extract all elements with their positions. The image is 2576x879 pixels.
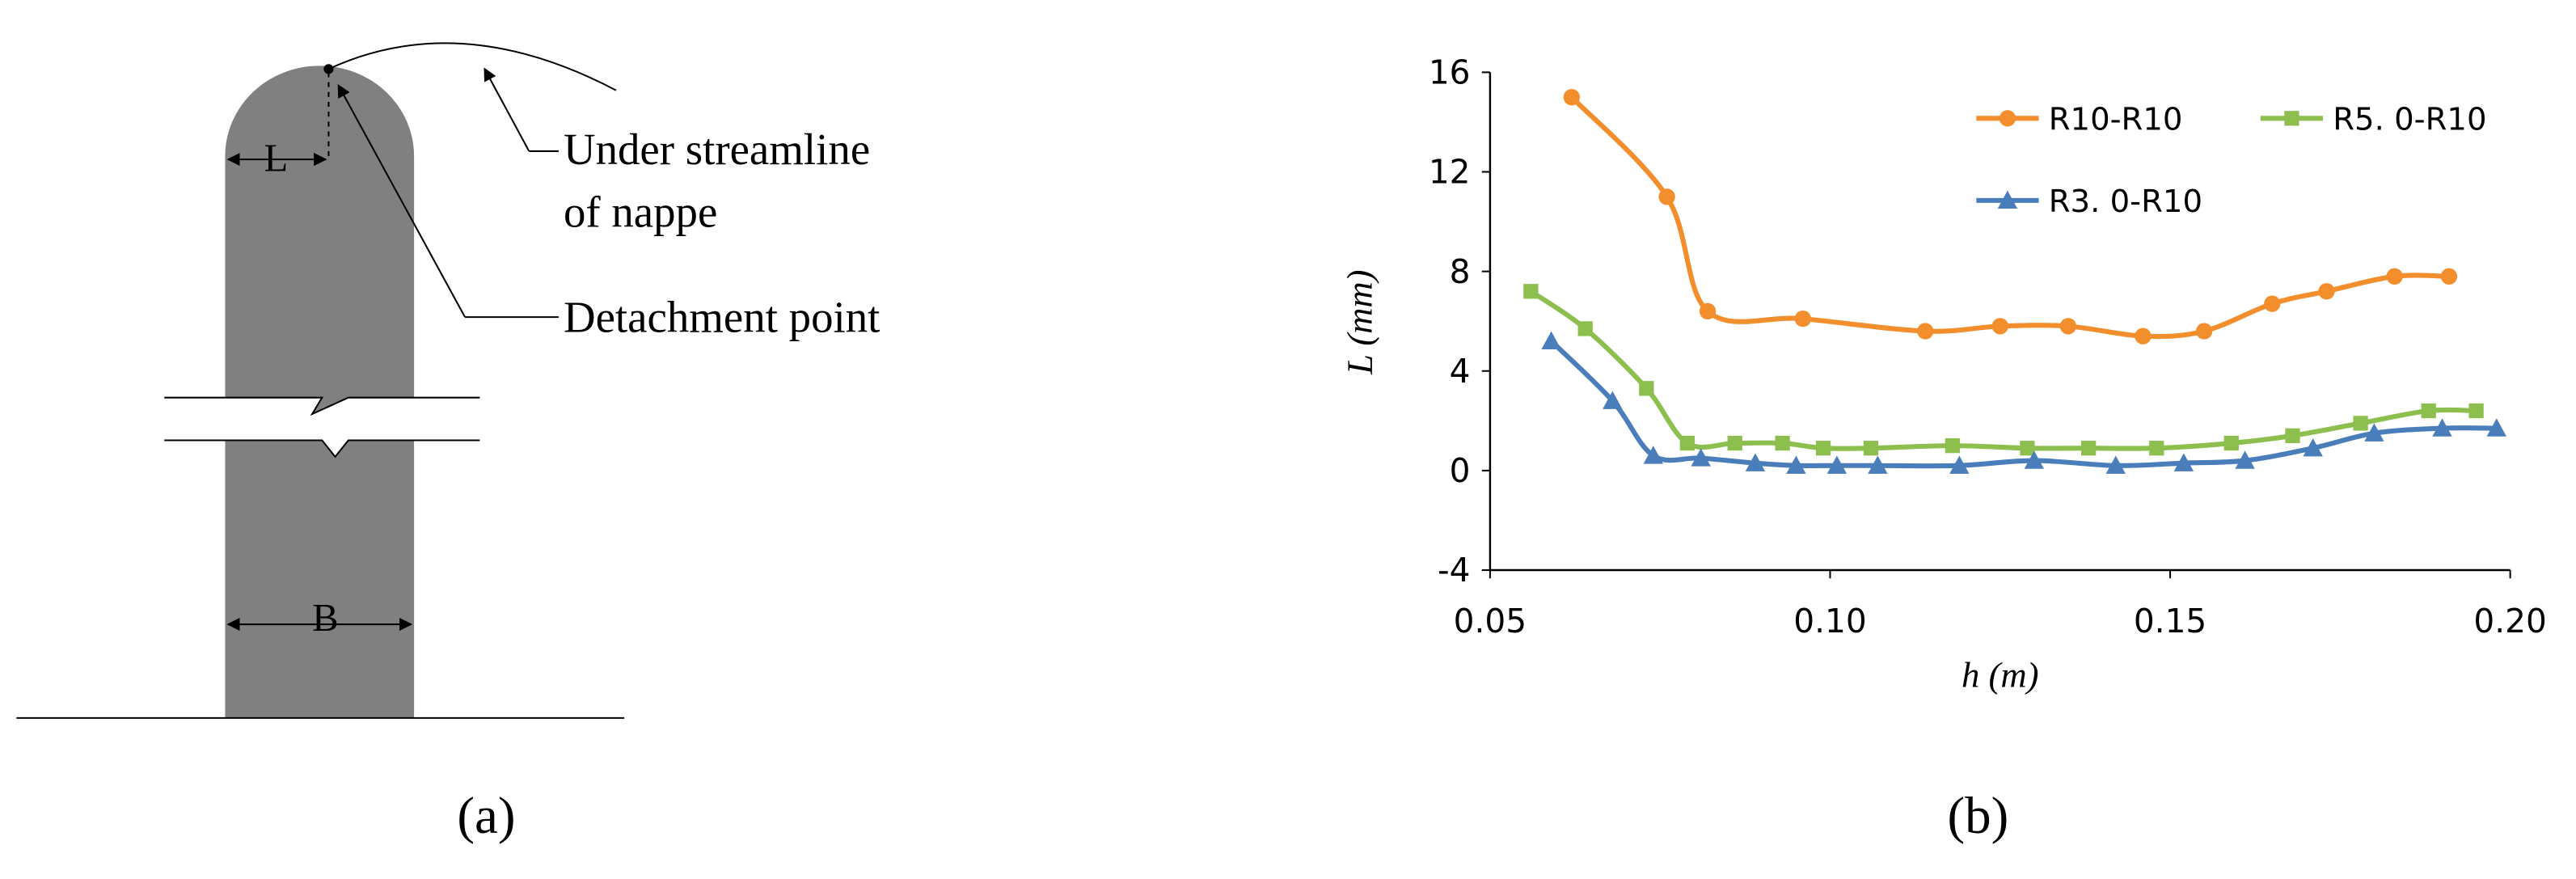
marker [1997, 190, 2018, 209]
y-axis-label: L (mm) [1340, 269, 1380, 375]
marker [1863, 441, 1879, 456]
marker [1999, 110, 2016, 127]
y-tick-label: 16 [1429, 53, 1471, 92]
marker [2024, 450, 2045, 469]
marker [1727, 435, 1742, 451]
marker [2440, 268, 2458, 285]
marker [1523, 284, 1539, 299]
marker [1917, 323, 1934, 340]
y-tick-label: 12 [1429, 153, 1471, 192]
marker [2235, 450, 2255, 469]
marker [1815, 441, 1831, 456]
marker [1691, 448, 1711, 467]
marker [2386, 268, 2403, 285]
marker [1868, 455, 1888, 474]
marker [2020, 441, 2035, 456]
x-tick-label: 0.10 [1793, 602, 1866, 640]
marker [2421, 403, 2436, 419]
marker [2432, 418, 2452, 437]
annotation: of nappe [564, 187, 717, 236]
marker [1826, 455, 1848, 474]
marker [1658, 188, 1675, 205]
annotation: Under streamline [564, 125, 870, 174]
marker [2303, 438, 2323, 457]
marker [1949, 455, 1970, 474]
marker [2223, 435, 2239, 451]
x-axis-label: h (m) [1962, 654, 2039, 695]
label-b: B [312, 596, 339, 640]
marker [2364, 423, 2384, 442]
x-tick-label: 0.15 [2134, 602, 2206, 640]
marker [2284, 111, 2299, 126]
marker [1991, 318, 2008, 335]
series-line [1529, 289, 2477, 451]
marker [1541, 331, 1561, 349]
marker [1794, 310, 1811, 328]
marker [1775, 435, 1790, 451]
marker [2059, 318, 2077, 335]
marker [1699, 302, 1717, 320]
marker [1643, 446, 1663, 464]
legend-label: R5. 0-R10 [2333, 102, 2486, 138]
series-line [1549, 339, 2497, 469]
marker [1639, 381, 1654, 396]
y-tick-label: 8 [1450, 252, 1471, 291]
legend-label: R10-R10 [2049, 102, 2183, 138]
annotation: Detachment point [564, 292, 880, 341]
marker [2173, 453, 2194, 471]
marker [2080, 441, 2097, 456]
marker [2318, 283, 2335, 300]
marker [1945, 437, 1961, 454]
y-tick-label: 0 [1450, 451, 1471, 490]
label-l: L [264, 136, 289, 180]
streamline [328, 42, 617, 91]
y-tick-label: -4 [1438, 551, 1471, 590]
marker [1603, 391, 1623, 409]
marker [1577, 321, 1593, 336]
marker [2264, 295, 2281, 312]
detachment-dot [323, 64, 334, 74]
series-line [1569, 95, 2449, 340]
y-tick-label: 4 [1450, 352, 1471, 391]
marker [2105, 455, 2126, 474]
streamline-leader [484, 67, 530, 152]
marker [2195, 323, 2213, 340]
marker [1679, 435, 1695, 451]
marker [2468, 403, 2484, 419]
marker [1563, 89, 1581, 106]
chart: -4 0 4 8 12 16 0.05 0.10 0.15 0.20 h (m) L (mm) (b) R… [1340, 53, 2547, 845]
pier-diagram: L B Under streamline of nappe Detachment… [16, 42, 880, 845]
pier [225, 66, 415, 718]
x-tick-label: 0.20 [2473, 602, 2546, 640]
legend-label: R3. 0-R10 [2049, 184, 2202, 220]
break-band [164, 397, 480, 457]
break-lines [164, 396, 480, 459]
caption: (a) [457, 787, 515, 845]
marker [1745, 453, 1766, 471]
caption: (b) [1947, 787, 2008, 845]
marker [2285, 428, 2300, 443]
marker [2486, 418, 2507, 437]
x-tick-label: 0.05 [1454, 602, 1527, 640]
marker [2353, 416, 2368, 431]
detachment-leader [337, 83, 466, 318]
marker [1786, 455, 1806, 474]
marker [2135, 328, 2152, 344]
marker [2149, 441, 2164, 456]
